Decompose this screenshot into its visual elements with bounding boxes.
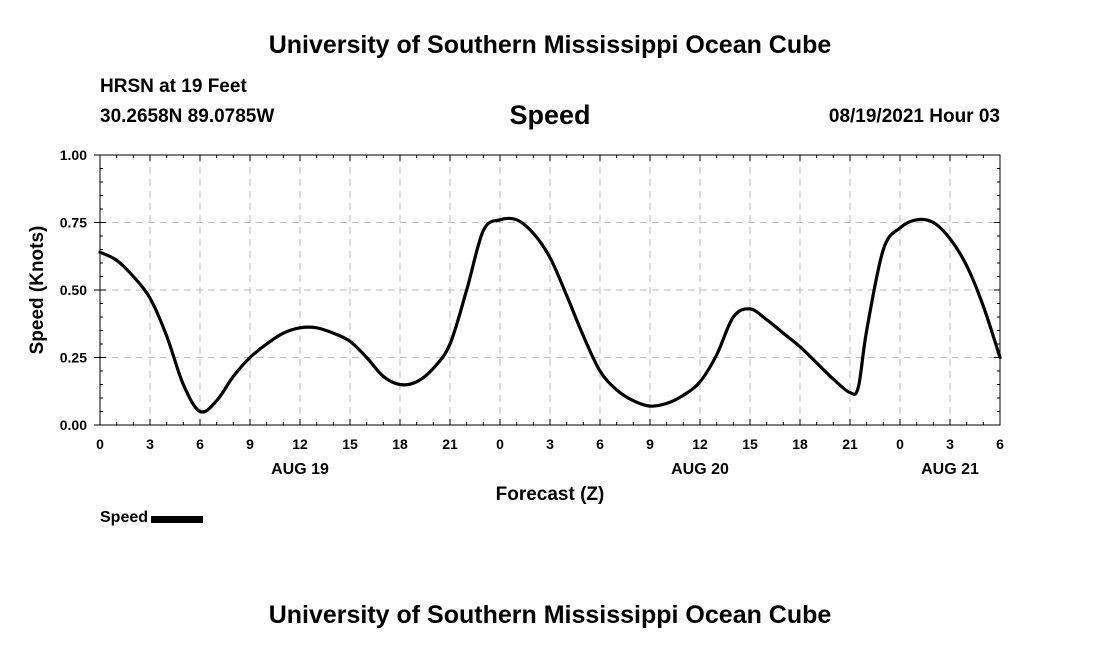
x-tick-label: 21	[842, 436, 858, 452]
grid	[100, 155, 1000, 425]
date-label: AUG 21	[921, 461, 979, 478]
legend-label: Speed	[100, 509, 149, 526]
chart-title: Speed	[509, 100, 591, 130]
x-tick-label: 3	[146, 436, 154, 452]
x-tick-label: 0	[896, 436, 904, 452]
speed-series-line	[98, 216, 1002, 414]
x-tick-label: 3	[946, 436, 954, 452]
x-tick-label: 6	[196, 436, 204, 452]
axis-labels: 0 3 6 9 12 15 18 21 0 3 6 9 12 15 18 21 0 3 6 AUG 19 AUG 20 A…	[60, 147, 1004, 478]
y-tick-label: 1.00	[60, 147, 87, 163]
y-tick-label: 0.75	[60, 215, 87, 231]
y-tick-label: 0.25	[60, 350, 87, 366]
x-tick-label: 15	[342, 436, 358, 452]
x-tick-label: 18	[792, 436, 808, 452]
axis-ticks	[94, 154, 1001, 426]
x-tick-label: 18	[392, 436, 408, 452]
page-title: University of Southern Mississippi Ocean…	[268, 31, 832, 59]
y-tick-label: 0.50	[60, 282, 87, 298]
coordinates-label: 30.2658N 89.0785W	[100, 106, 275, 127]
x-tick-label: 12	[292, 436, 308, 452]
x-tick-label: 0	[96, 436, 104, 452]
forecast-datetime: 08/19/2021 Hour 03	[828, 106, 1000, 127]
y-axis-label: Speed (Knots)	[27, 226, 48, 355]
x-tick-label: 15	[742, 436, 758, 452]
x-tick-label: 0	[496, 436, 504, 452]
x-tick-label: 6	[996, 436, 1004, 452]
x-tick-label: 6	[596, 436, 604, 452]
x-tick-label: 12	[692, 436, 708, 452]
date-label: AUG 19	[271, 461, 329, 478]
y-tick-label: 0.00	[60, 417, 87, 433]
station-label: HRSN at 19 Feet	[100, 76, 247, 97]
legend-line-swatch	[151, 516, 204, 523]
x-tick-label: 9	[246, 436, 254, 452]
legend: Speed	[100, 509, 204, 527]
x-tick-label: 9	[646, 436, 654, 452]
x-axis-label: Forecast (Z)	[496, 484, 605, 505]
x-tick-label: 3	[546, 436, 554, 452]
date-label: AUG 20	[671, 461, 729, 478]
footer-title: University of Southern Mississippi Ocean…	[268, 601, 832, 629]
x-tick-label: 21	[442, 436, 458, 452]
